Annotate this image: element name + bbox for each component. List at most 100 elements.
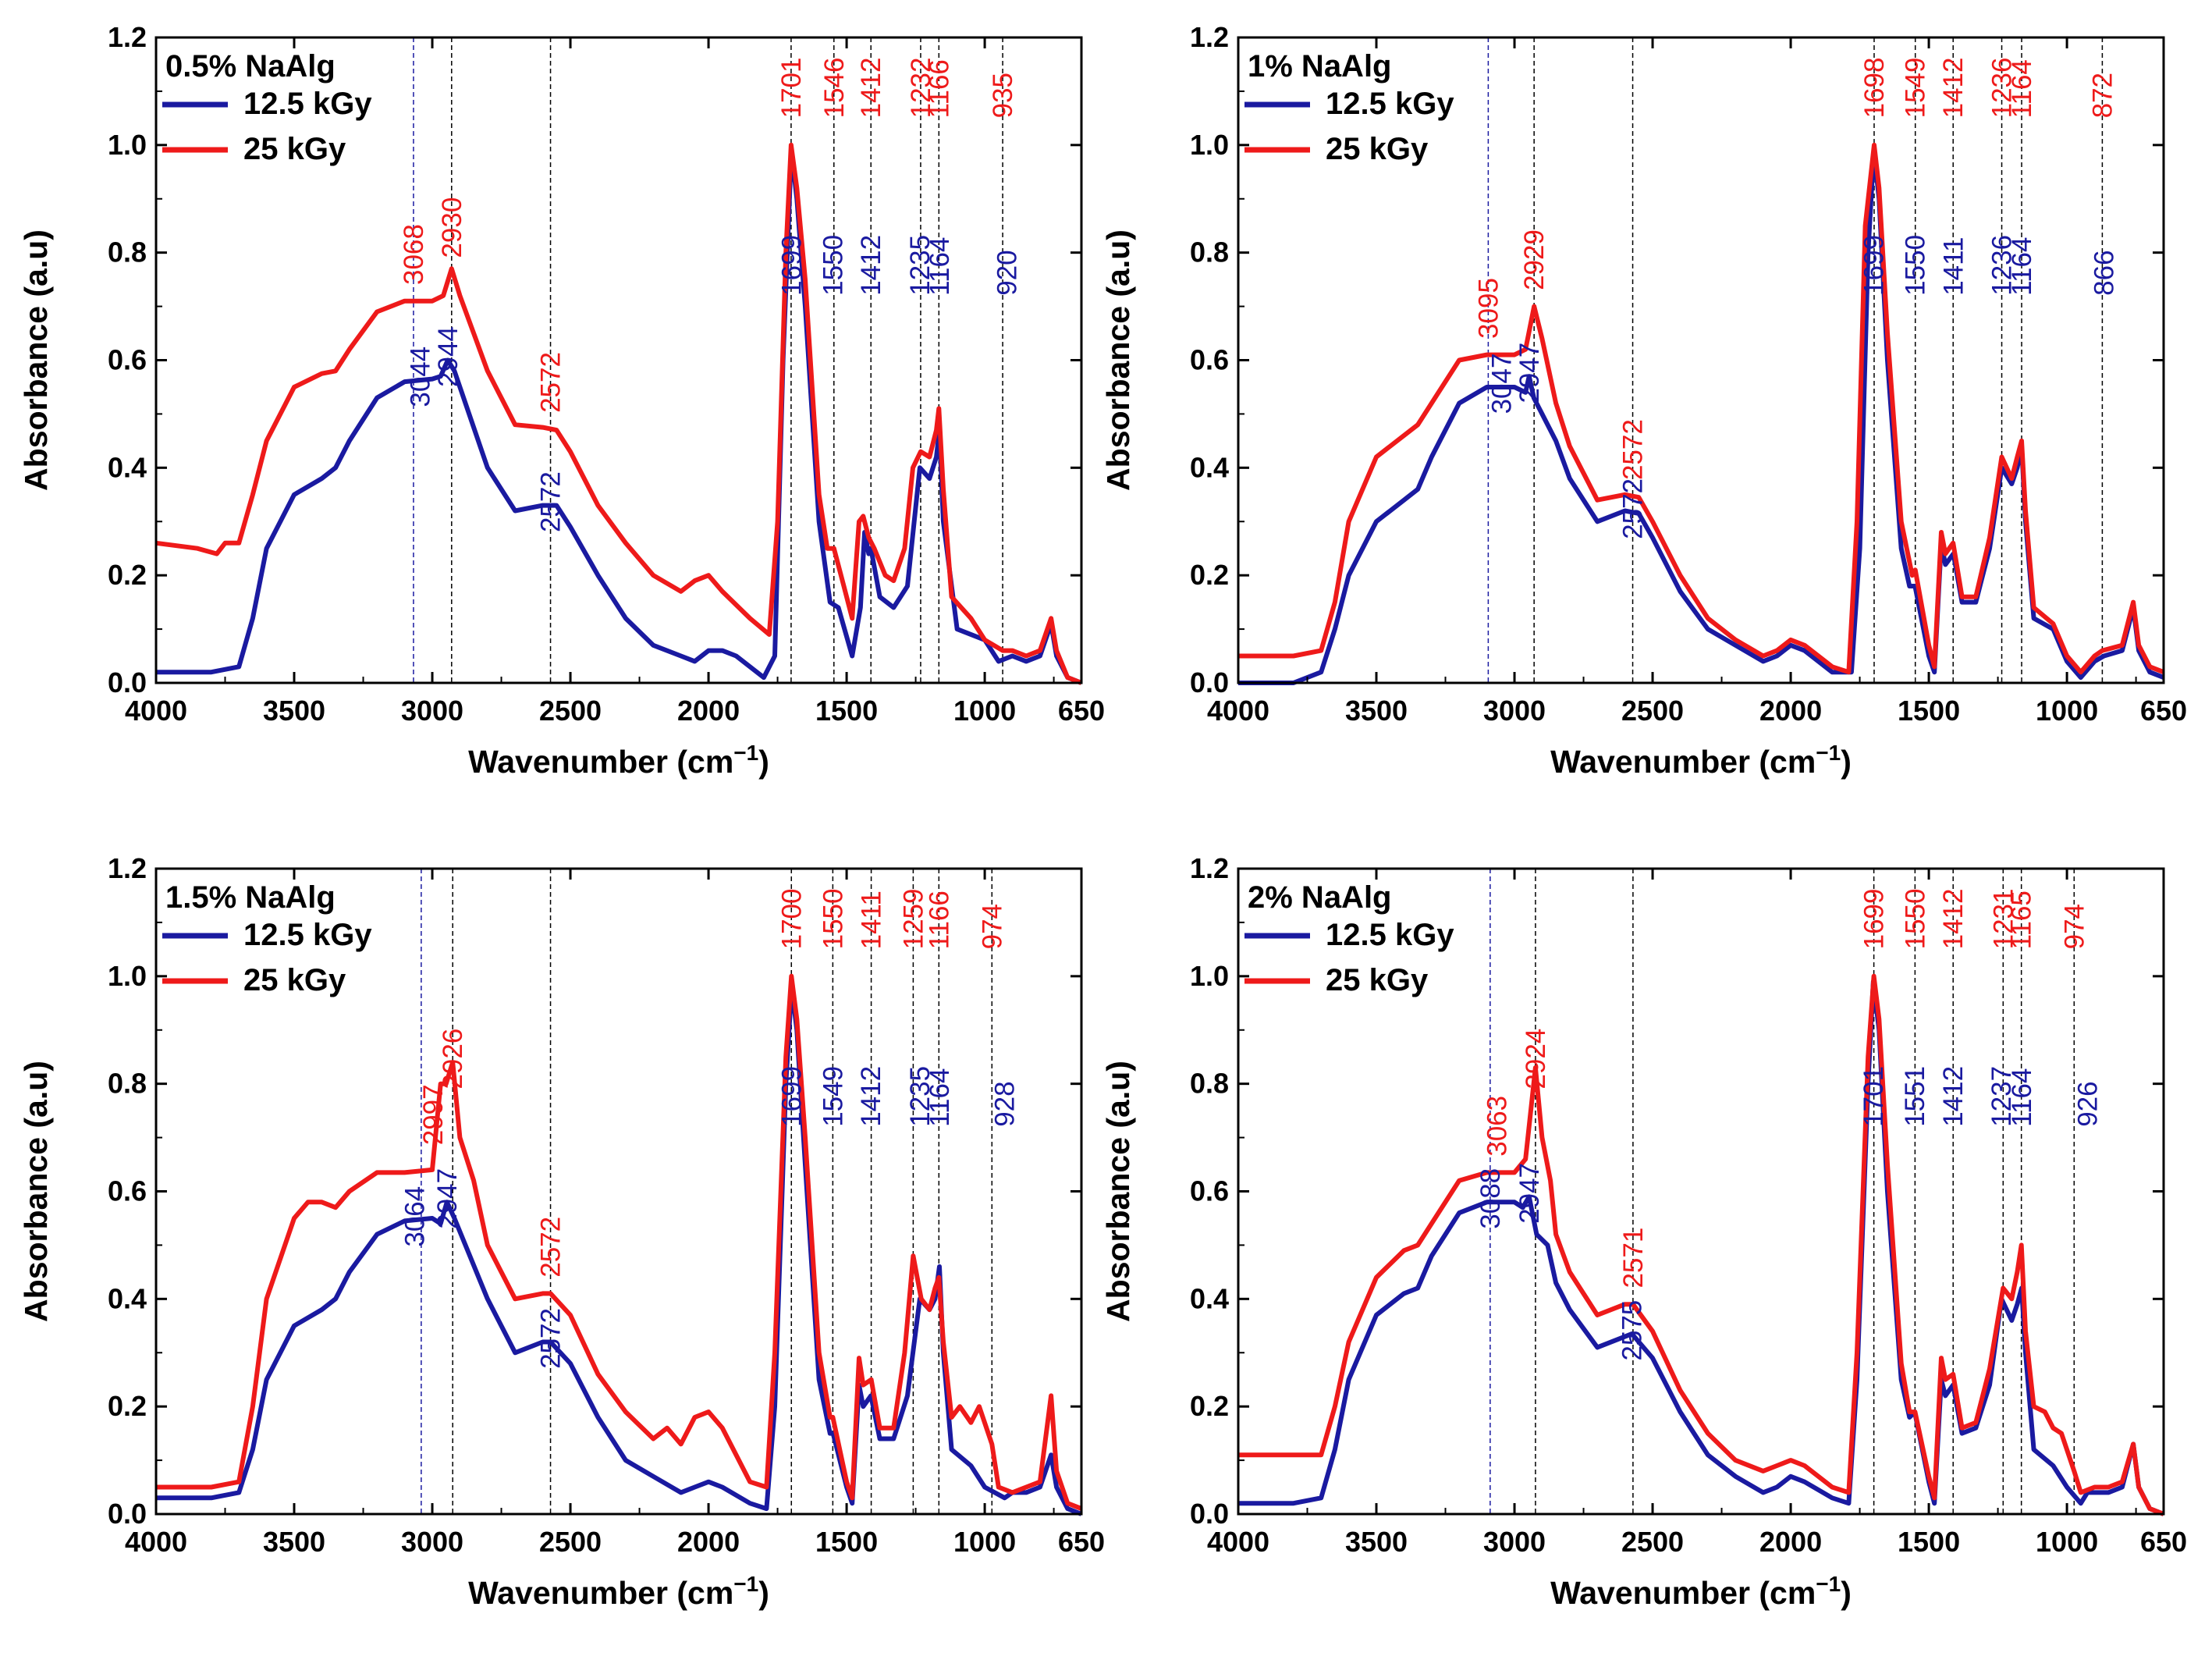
peak-label-low: 1164: [925, 1068, 955, 1127]
peak-label-low: 3064: [399, 1186, 430, 1247]
x-tick-label: 3500: [263, 695, 325, 727]
peak-label-low: 3044: [405, 347, 435, 407]
x-tick-label: 3500: [1345, 1526, 1408, 1558]
peak-label-low: 2572: [536, 471, 566, 532]
y-tick-label: 0.2: [108, 1390, 147, 1422]
peak-label-high: 1232: [906, 58, 936, 119]
y-tick-label: 0.8: [1190, 236, 1229, 268]
x-tick-label: 4000: [125, 695, 187, 727]
x-tick-label: 1500: [815, 695, 878, 727]
x-tick-label: 650: [1058, 1526, 1105, 1558]
peak-label-high: 2930: [437, 197, 467, 258]
peak-label-low: 1411: [1939, 237, 1969, 296]
legend-label: 25 kGy: [243, 963, 346, 997]
y-tick-label: 0.0: [108, 666, 147, 698]
peak-label-high: 2926: [438, 1029, 468, 1089]
x-tick-label: 3500: [263, 1526, 325, 1558]
y-tick-label: 0.2: [1190, 1390, 1229, 1422]
peak-label-high: 1546: [819, 58, 850, 119]
peak-label-high: 1412: [856, 58, 886, 119]
peak-label-low: 2575: [1617, 1300, 1647, 1361]
peak-label-low: 1164: [2007, 237, 2037, 296]
peak-label-high: 1549: [1901, 58, 1931, 119]
peak-label-low: 1550: [818, 235, 848, 296]
peak-label-high: 1411: [857, 890, 887, 949]
peak-label-high: 1236: [1987, 58, 2018, 119]
legend-label: 12.5 kGy: [243, 87, 372, 121]
x-tick-label: 4000: [1207, 1526, 1269, 1558]
x-axis-title: Wavenumber (cm−1): [1550, 1572, 1852, 1611]
x-tick-label: 650: [1058, 695, 1105, 727]
peak-label-high: 935: [988, 73, 1018, 118]
x-tick-label: 4000: [1207, 695, 1269, 727]
panel-title: 0.5% NaAlg: [165, 49, 336, 84]
x-tick-label: 2000: [677, 1526, 740, 1558]
peak-label-low: 1235: [905, 235, 936, 296]
peak-label-low: 2947: [1514, 343, 1545, 403]
peak-label-low: 1164: [2007, 1068, 2037, 1127]
panel-title: 2% NaAlg: [1248, 880, 1392, 915]
peak-label-high: 2572: [536, 352, 566, 413]
peak-label-low: 1235: [905, 1066, 936, 1127]
x-tick-label: 650: [2140, 695, 2187, 727]
y-tick-label: 1.0: [108, 129, 147, 161]
y-tick-label: 1.2: [1190, 21, 1229, 53]
series-line-high-dose: [155, 142, 1083, 685]
y-tick-label: 0.4: [1190, 451, 1229, 483]
y-axis-title: Absorbance (a.u): [1100, 229, 1136, 491]
x-tick-label: 3500: [1345, 695, 1408, 727]
x-tick-label: 3000: [1483, 695, 1546, 727]
y-tick-label: 0.4: [108, 451, 147, 483]
legend-label: 12.5 kGy: [1326, 918, 1454, 952]
y-tick-label: 0.4: [108, 1282, 147, 1314]
y-tick-label: 1.0: [1190, 960, 1229, 992]
chart-panel-3: 4000 3500 3000 2500 2000 1500 1000 650 0.0 0.2 0.4…: [18, 852, 1105, 1611]
peak-label-low: 1551: [1900, 1066, 1930, 1127]
x-tick-label: 1500: [1898, 1526, 1960, 1558]
series-line-low-dose: [1238, 148, 2165, 685]
y-tick-label: 0.2: [108, 559, 147, 591]
peak-label-high: 1166: [924, 59, 954, 118]
x-tick-label: 1500: [1898, 695, 1960, 727]
peak-label-high: 1259: [898, 889, 928, 950]
x-tick-label: 4000: [125, 1526, 187, 1558]
peak-label-high: 2572: [536, 1217, 566, 1278]
y-tick-label: 0.6: [1190, 344, 1229, 376]
peak-label-low: 926: [2072, 1081, 2103, 1126]
peak-label-low: 1412: [856, 235, 886, 296]
peak-label-low: 3088: [1475, 1168, 1506, 1229]
peak-label-low: 928: [990, 1081, 1021, 1126]
panel-title: 1.5% NaAlg: [165, 880, 336, 915]
x-tick-label: 2500: [539, 1526, 602, 1558]
peak-label-high: 2929: [1519, 229, 1550, 290]
peak-label-high: 2924: [1521, 1029, 1551, 1089]
peak-label-high: 1550: [818, 889, 848, 950]
x-tick-label: 1000: [2036, 1526, 2098, 1558]
y-axis-title: Absorbance (a.u): [1100, 1061, 1136, 1322]
peak-label-low: 1412: [1938, 1066, 1969, 1127]
x-tick-label: 1000: [953, 1526, 1016, 1558]
y-tick-label: 0.8: [1190, 1068, 1229, 1100]
y-tick-label: 0.8: [108, 236, 147, 268]
chart-panel-1: 4000 3500 3000 2500 2000 1500 1000 650 0.0 0.2 0.4…: [18, 21, 1105, 780]
y-tick-label: 1.2: [108, 852, 147, 884]
x-tick-label: 2000: [677, 695, 740, 727]
y-tick-label: 0.6: [108, 1175, 147, 1207]
peak-label-high: 1231: [1988, 889, 2018, 950]
peak-label-high: 2571: [1618, 1228, 1649, 1289]
x-tick-label: 2000: [1759, 1526, 1822, 1558]
y-tick-label: 1.2: [108, 21, 147, 53]
peak-label-low: 2572: [1618, 478, 1649, 539]
legend-label: 25 kGy: [1326, 963, 1429, 997]
series-line-low-dose: [156, 148, 1083, 685]
y-tick-label: 0.6: [108, 344, 147, 376]
peak-label-high: 1701: [776, 58, 807, 119]
peak-label-low: 866: [2090, 250, 2120, 295]
peak-label-high: 1412: [1938, 58, 1969, 119]
legend-label: 25 kGy: [1326, 132, 1429, 166]
x-tick-label: 3000: [1483, 1526, 1546, 1558]
y-tick-label: 0.0: [108, 1498, 147, 1530]
series-line-high-dose: [156, 973, 1083, 1511]
peak-label-high: 3095: [1473, 278, 1504, 339]
peak-label-low: 1699: [1859, 235, 1890, 296]
